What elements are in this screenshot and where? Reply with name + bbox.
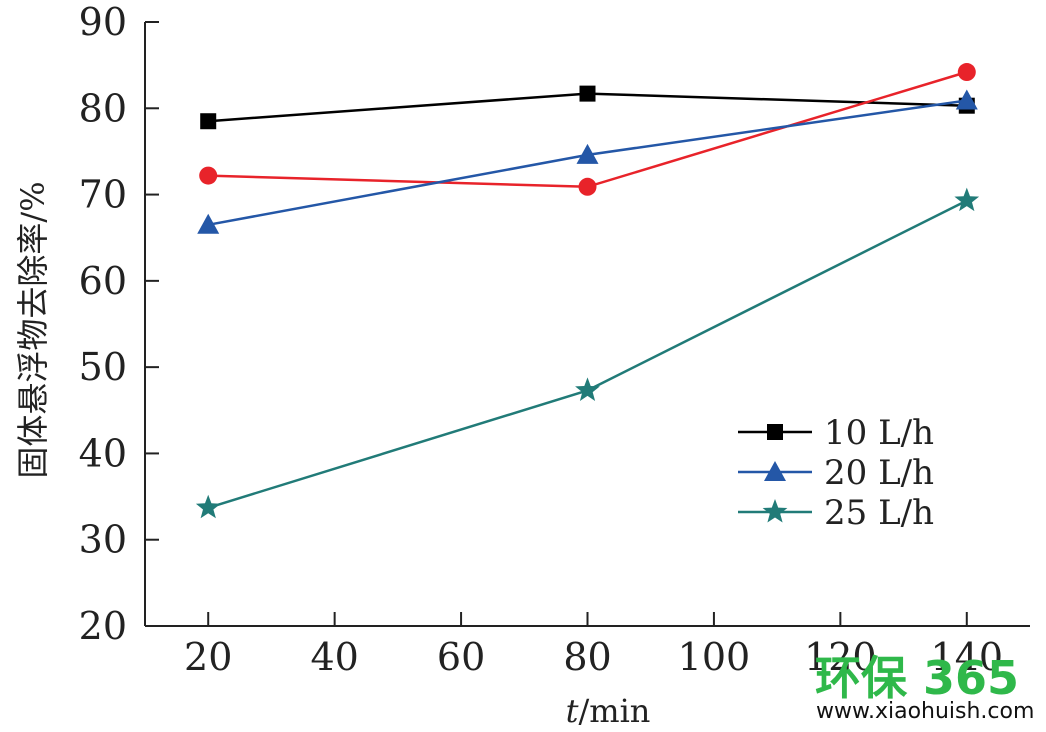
data-point — [199, 166, 218, 185]
data-point — [578, 177, 597, 196]
legend-label: 20 L/h — [824, 453, 934, 493]
y-tick-label: 90 — [79, 0, 127, 44]
axes: 20 30 40 50 60 70 80 90 20 40 60 80 100 120 140 — [79, 0, 1030, 679]
data-point — [955, 89, 978, 110]
y-tick-label: 40 — [79, 431, 127, 475]
legend-marker — [767, 424, 783, 440]
x-tick-label: 120 — [804, 635, 877, 679]
y-axis-title: 固体悬浮物去除率/% — [14, 181, 52, 478]
legend: 10 L/h20 L/h25 L/h — [738, 413, 934, 533]
x-tick-label: 140 — [931, 635, 1004, 679]
legend-item: 25 L/h — [738, 493, 934, 533]
data-point — [957, 63, 976, 82]
x-tick-label: 60 — [437, 635, 485, 679]
legend-item: 10 L/h — [738, 413, 934, 453]
x-axis-title-unit: /min — [578, 692, 650, 730]
series-star — [195, 187, 980, 519]
legend-label: 25 L/h — [824, 493, 934, 533]
data-point — [576, 143, 599, 164]
data-point — [200, 113, 217, 130]
watermark: 环保 365 www.xiaohuish.com — [815, 651, 1034, 724]
y-tick-label: 70 — [79, 173, 127, 217]
y-tick-label: 60 — [79, 259, 127, 303]
series-triangle — [197, 89, 978, 234]
series-square — [200, 85, 975, 130]
y-tick-label: 50 — [79, 345, 127, 389]
x-tick-label: 20 — [184, 635, 232, 679]
watermark-logo: 环保 365 — [815, 651, 1019, 705]
watermark-url: www.xiaohuish.com — [816, 699, 1034, 724]
data-point — [579, 85, 596, 102]
data-point — [575, 377, 600, 401]
x-axis-title-italic: t — [566, 692, 579, 730]
legend-item: 20 L/h — [738, 453, 934, 493]
x-tick-label: 100 — [678, 635, 751, 679]
x-tick-label: 80 — [563, 635, 611, 679]
data-point — [197, 213, 220, 234]
y-tick-label: 20 — [79, 604, 127, 648]
data-point — [195, 494, 221, 519]
x-tick-label: 40 — [310, 635, 358, 679]
series-layer — [195, 63, 980, 519]
y-tick-label: 80 — [79, 86, 127, 130]
y-tick-label: 30 — [79, 518, 127, 562]
data-point — [954, 187, 980, 212]
legend-marker — [762, 499, 788, 523]
x-axis-title: t/min — [566, 692, 651, 730]
legend-marker — [764, 461, 786, 481]
series-circle — [199, 63, 976, 196]
legend-label: 10 L/h — [824, 413, 934, 453]
